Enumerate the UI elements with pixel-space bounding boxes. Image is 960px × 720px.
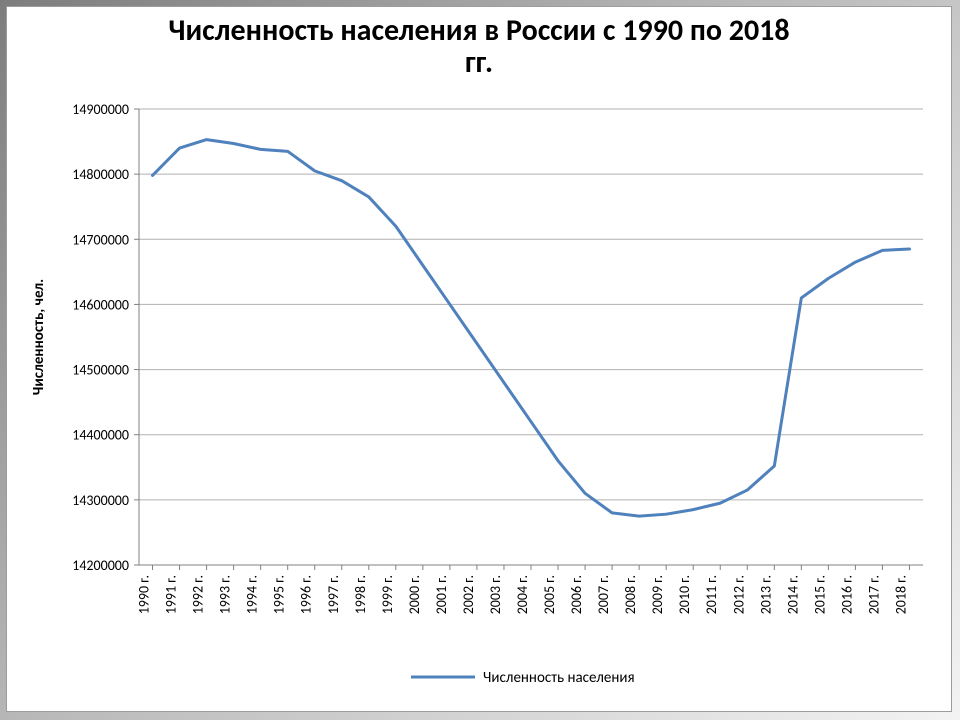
y-tick-label: 14400000 <box>72 427 129 444</box>
x-tick-label: 1998 г. <box>352 575 369 614</box>
x-tick-label: 2003 г. <box>487 575 504 614</box>
y-tick-label: 14200000 <box>72 557 129 574</box>
x-tick-label: 2000 г. <box>406 575 423 614</box>
chart-container: 14200000 14300000 14400000 14500000 14600000… <box>21 99 937 693</box>
x-tick-label: 2014 г. <box>784 575 801 614</box>
x-tick-label: 1999 г. <box>379 575 396 614</box>
x-tick-label: 2015 г. <box>811 575 828 614</box>
chart-title-line2: гг. <box>7 47 951 79</box>
legend-label: Численность населения <box>483 669 635 687</box>
x-tick-label: 2011 г. <box>703 575 720 614</box>
x-tick-label: 1990 г. <box>136 575 153 614</box>
x-tick-label: 1997 г. <box>325 575 342 614</box>
y-tick-label: 14600000 <box>72 296 129 313</box>
slide-card: Численность населения в России с 1990 по… <box>6 6 952 712</box>
x-tick-label: 1993 г. <box>217 575 234 614</box>
x-tick-label: 2016 г. <box>838 575 855 614</box>
x-tick-label: 2013 г. <box>757 575 774 614</box>
x-tick-label: 2017 г. <box>865 575 882 614</box>
y-tick-label: 14500000 <box>72 362 129 379</box>
population-line-chart: 14200000 14300000 14400000 14500000 14600000… <box>21 99 939 695</box>
x-tick-label: 2012 г. <box>730 575 747 614</box>
y-tick-label: 14900000 <box>72 101 129 118</box>
x-tick-label: 1992 г. <box>190 575 207 614</box>
x-tick-label: 2005 г. <box>541 575 558 614</box>
x-tick-label: 2018 г. <box>892 575 909 614</box>
slide-frame: Численность населения в России с 1990 по… <box>0 0 960 720</box>
y-tick-label: 14700000 <box>72 231 129 248</box>
x-tick-label: 2009 г. <box>649 575 666 614</box>
x-tick-label: 2002 г. <box>460 575 477 614</box>
y-axis-title: Численность, чел. <box>30 279 48 395</box>
x-tick-label: 1994 г. <box>244 575 261 614</box>
x-tick-label: 1995 г. <box>271 575 288 614</box>
y-tick-label: 14800000 <box>72 166 129 183</box>
x-tick-label: 2008 г. <box>622 575 639 614</box>
x-tick-label: 1996 г. <box>298 575 315 614</box>
x-tick-label: 2007 г. <box>595 575 612 614</box>
y-tick-label: 14300000 <box>72 492 129 509</box>
x-tick-label: 2004 г. <box>514 575 531 614</box>
x-tick-label: 2006 г. <box>568 575 585 614</box>
chart-title: Численность населения в России с 1990 по… <box>7 15 951 78</box>
x-tick-label: 1991 г. <box>163 575 180 614</box>
x-tick-label: 2010 г. <box>676 575 693 614</box>
chart-title-line1: Численность населения в России с 1990 по… <box>7 15 951 47</box>
x-tick-label: 2001 г. <box>433 575 450 614</box>
